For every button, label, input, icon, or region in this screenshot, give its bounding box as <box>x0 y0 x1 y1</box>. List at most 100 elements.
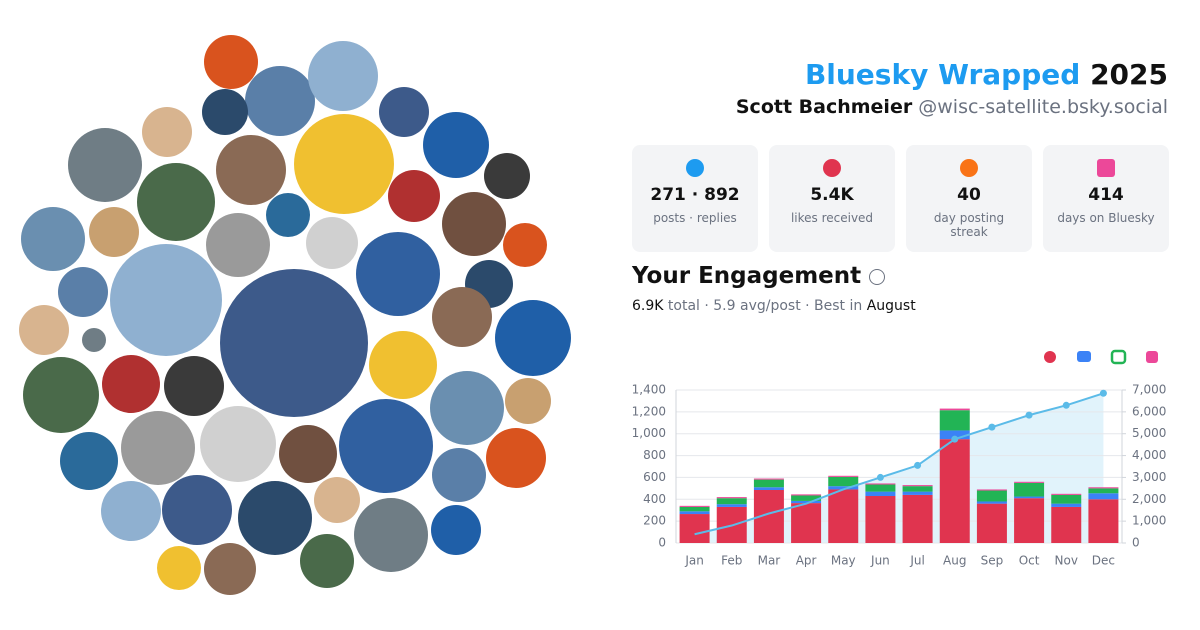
icon <box>960 159 978 177</box>
bar-segment <box>716 498 747 505</box>
avatar[interactable] <box>157 546 201 590</box>
avatar[interactable] <box>58 267 108 317</box>
bar-segment <box>828 486 859 490</box>
legend-icon[interactable] <box>1044 351 1056 363</box>
info-icon[interactable] <box>869 268 886 285</box>
bar-segment <box>753 478 784 480</box>
bar-segment <box>828 476 859 487</box>
x-tick-label: Nov <box>1055 554 1078 568</box>
bar-segment <box>865 496 896 543</box>
avatar[interactable] <box>220 269 368 417</box>
bar-segment <box>902 485 933 487</box>
line-point <box>1025 411 1033 419</box>
avatar[interactable] <box>505 378 551 424</box>
avatar[interactable] <box>102 355 160 413</box>
avatar[interactable] <box>423 112 489 178</box>
bar-segment <box>865 484 896 492</box>
x-tick-label: Sep <box>981 554 1004 568</box>
y2-tick-label: 7,000 <box>1132 383 1166 397</box>
avatar[interactable] <box>162 475 232 545</box>
legend-icon[interactable] <box>1077 351 1091 362</box>
avatar[interactable] <box>308 41 378 111</box>
avatar[interactable] <box>202 89 248 135</box>
y-tick-label: 200 <box>643 514 666 528</box>
avatar[interactable] <box>484 153 530 199</box>
profile: Scott Bachmeier @wisc-satellite.bsky.soc… <box>736 96 1168 118</box>
avatar[interactable] <box>388 170 440 222</box>
y2-tick-label: 3,000 <box>1132 470 1166 484</box>
avatar[interactable] <box>306 217 358 269</box>
y2-tick-label: 2,000 <box>1132 492 1166 506</box>
y-tick-label: 1,200 <box>632 404 666 418</box>
stat-label: likes received <box>790 211 874 225</box>
avatar[interactable] <box>300 534 354 588</box>
avatar[interactable] <box>121 411 195 485</box>
bar-segment <box>791 500 822 504</box>
legend-icon[interactable] <box>1110 349 1127 365</box>
avatar[interactable] <box>200 406 276 482</box>
avatar[interactable] <box>430 371 504 445</box>
bar-segment <box>865 491 896 497</box>
avatar[interactable] <box>356 232 440 316</box>
stat-value: 40 <box>957 185 981 205</box>
bar-segment <box>1014 482 1045 497</box>
avatar[interactable] <box>23 357 99 433</box>
avatar[interactable] <box>379 87 429 137</box>
bar-segment <box>753 479 784 488</box>
bar-segment <box>679 506 710 512</box>
x-tick-label: Apr <box>796 554 817 568</box>
stat-card: 271 · 892 posts · replies <box>632 145 758 252</box>
avatar[interactable] <box>164 356 224 416</box>
bar-segment <box>1088 487 1119 489</box>
avatar[interactable] <box>101 481 161 541</box>
bar-segment <box>828 475 859 477</box>
avatar[interactable] <box>21 207 85 271</box>
avatar[interactable] <box>137 163 215 241</box>
avatar[interactable] <box>432 448 486 502</box>
avatar[interactable] <box>110 244 222 356</box>
avatar[interactable] <box>442 192 506 256</box>
y-tick-label: 1,000 <box>632 426 666 440</box>
avatar[interactable] <box>369 331 437 399</box>
avatar[interactable] <box>294 114 394 214</box>
bar-segment <box>791 494 822 496</box>
bar-segment <box>939 410 970 431</box>
avatar[interactable] <box>68 128 142 202</box>
legend-icon[interactable] <box>1146 351 1158 363</box>
title: Bluesky Wrapped 2025 <box>805 58 1168 91</box>
section-title: Your Engagement <box>632 263 886 289</box>
avatar[interactable] <box>204 543 256 595</box>
avatar[interactable] <box>314 477 360 523</box>
bar-segment <box>828 489 859 543</box>
avatar[interactable] <box>216 135 286 205</box>
avatar[interactable] <box>431 505 481 555</box>
line-point <box>951 435 959 443</box>
engagement-title: Your Engagement <box>632 263 862 289</box>
bar-segment <box>939 439 970 543</box>
stat-label: posts · replies <box>653 211 737 225</box>
avatar[interactable] <box>354 498 428 572</box>
y-tick-label: 1,400 <box>632 383 666 397</box>
bar-segment <box>1014 498 1045 543</box>
avatar[interactable] <box>339 399 433 493</box>
avatar[interactable] <box>142 107 192 157</box>
avatar[interactable] <box>245 66 315 136</box>
avatar[interactable] <box>432 287 492 347</box>
avatar[interactable] <box>19 305 69 355</box>
bar-segment <box>902 491 933 495</box>
avatar[interactable] <box>486 428 546 488</box>
avatar[interactable] <box>503 223 547 267</box>
avatar[interactable] <box>82 328 106 352</box>
avatar[interactable] <box>266 193 310 237</box>
avatar[interactable] <box>204 35 258 89</box>
avatar[interactable] <box>279 425 337 483</box>
avatar[interactable] <box>495 300 571 376</box>
bar-segment <box>1088 488 1119 494</box>
chart: 0 200 400 600 800 1,000 1,200 1,400 0 1,000 2,000 3… <box>632 349 1166 568</box>
avatar[interactable] <box>89 207 139 257</box>
avatar[interactable] <box>60 432 118 490</box>
avatar[interactable] <box>206 213 270 277</box>
stat-card: 40 day posting streak <box>906 145 1032 252</box>
avatar[interactable] <box>238 481 312 555</box>
